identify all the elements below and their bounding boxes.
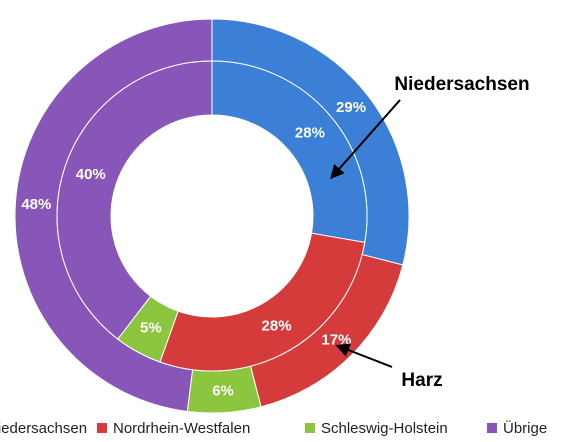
arrow <box>330 99 401 180</box>
data-label: 29% <box>336 99 366 116</box>
legend-swatch <box>305 423 315 433</box>
slice <box>159 232 366 372</box>
data-label: 40% <box>76 166 106 183</box>
data-label: 28% <box>295 125 325 142</box>
annotation: Harz <box>401 370 442 391</box>
slice <box>56 60 213 340</box>
legend-swatch <box>97 423 107 433</box>
legend-label: Schleswig-Holstein <box>321 420 448 437</box>
arrow <box>335 343 393 368</box>
data-label: 48% <box>21 196 51 213</box>
legend-label: Übrige <box>503 419 547 437</box>
data-label: 17% <box>321 331 351 348</box>
data-label: 6% <box>212 383 234 400</box>
data-label: 28% <box>262 317 292 334</box>
slice <box>211 60 368 243</box>
legend-swatch <box>487 423 497 433</box>
annotation: Niedersachsen <box>394 74 529 95</box>
data-label: 5% <box>140 319 162 336</box>
legend-label: Niedersachsen <box>0 420 87 437</box>
legend-label: Nordrhein-Westfalen <box>113 420 250 437</box>
